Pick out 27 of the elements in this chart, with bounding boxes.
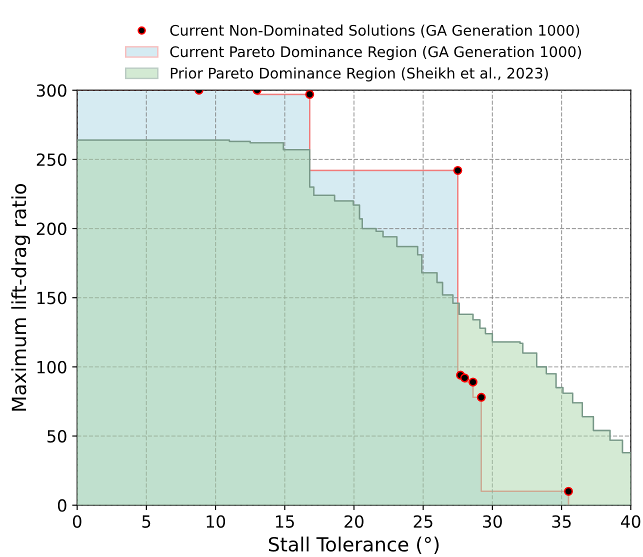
x-tick-label: 20 <box>344 515 364 528</box>
legend-label: Current Pareto Dominance Region (GA Generation 1000) <box>170 46 581 60</box>
x-tick-label: 25 <box>414 515 432 528</box>
x-tick-label: 5 <box>142 515 150 528</box>
y-axis-title: Maximum lift-drag ratio <box>11 184 30 411</box>
point <box>564 486 573 496</box>
point <box>460 373 470 382</box>
legend-label: Prior Pareto Dominance Region (Sheikh et al., 2023) <box>170 67 548 82</box>
x-tick-label: 35 <box>552 515 571 528</box>
y-tick-label: 100 <box>37 360 66 374</box>
x-tick-label: 40 <box>620 515 640 528</box>
y-tick-label: 300 <box>36 84 66 97</box>
y-tick-label: 250 <box>36 153 66 166</box>
legend-label: Current Non-Dominated Solutions (GA Generation 1000) <box>170 24 580 38</box>
x-tick-label: 0 <box>72 515 82 528</box>
point <box>453 166 462 175</box>
x-tick-label: 15 <box>276 515 294 528</box>
point <box>305 90 314 99</box>
x-tick-label: 10 <box>206 515 226 528</box>
y-tick-label: 50 <box>48 430 66 443</box>
point <box>476 392 486 402</box>
point <box>468 378 478 387</box>
x-tick-label: 30 <box>483 515 502 528</box>
y-tick-label: 0 <box>58 499 66 512</box>
x-axis-title: Stall Tolerance (°) <box>268 536 439 554</box>
y-tick-label: 150 <box>37 292 66 304</box>
y-tick-label: 200 <box>36 222 66 236</box>
